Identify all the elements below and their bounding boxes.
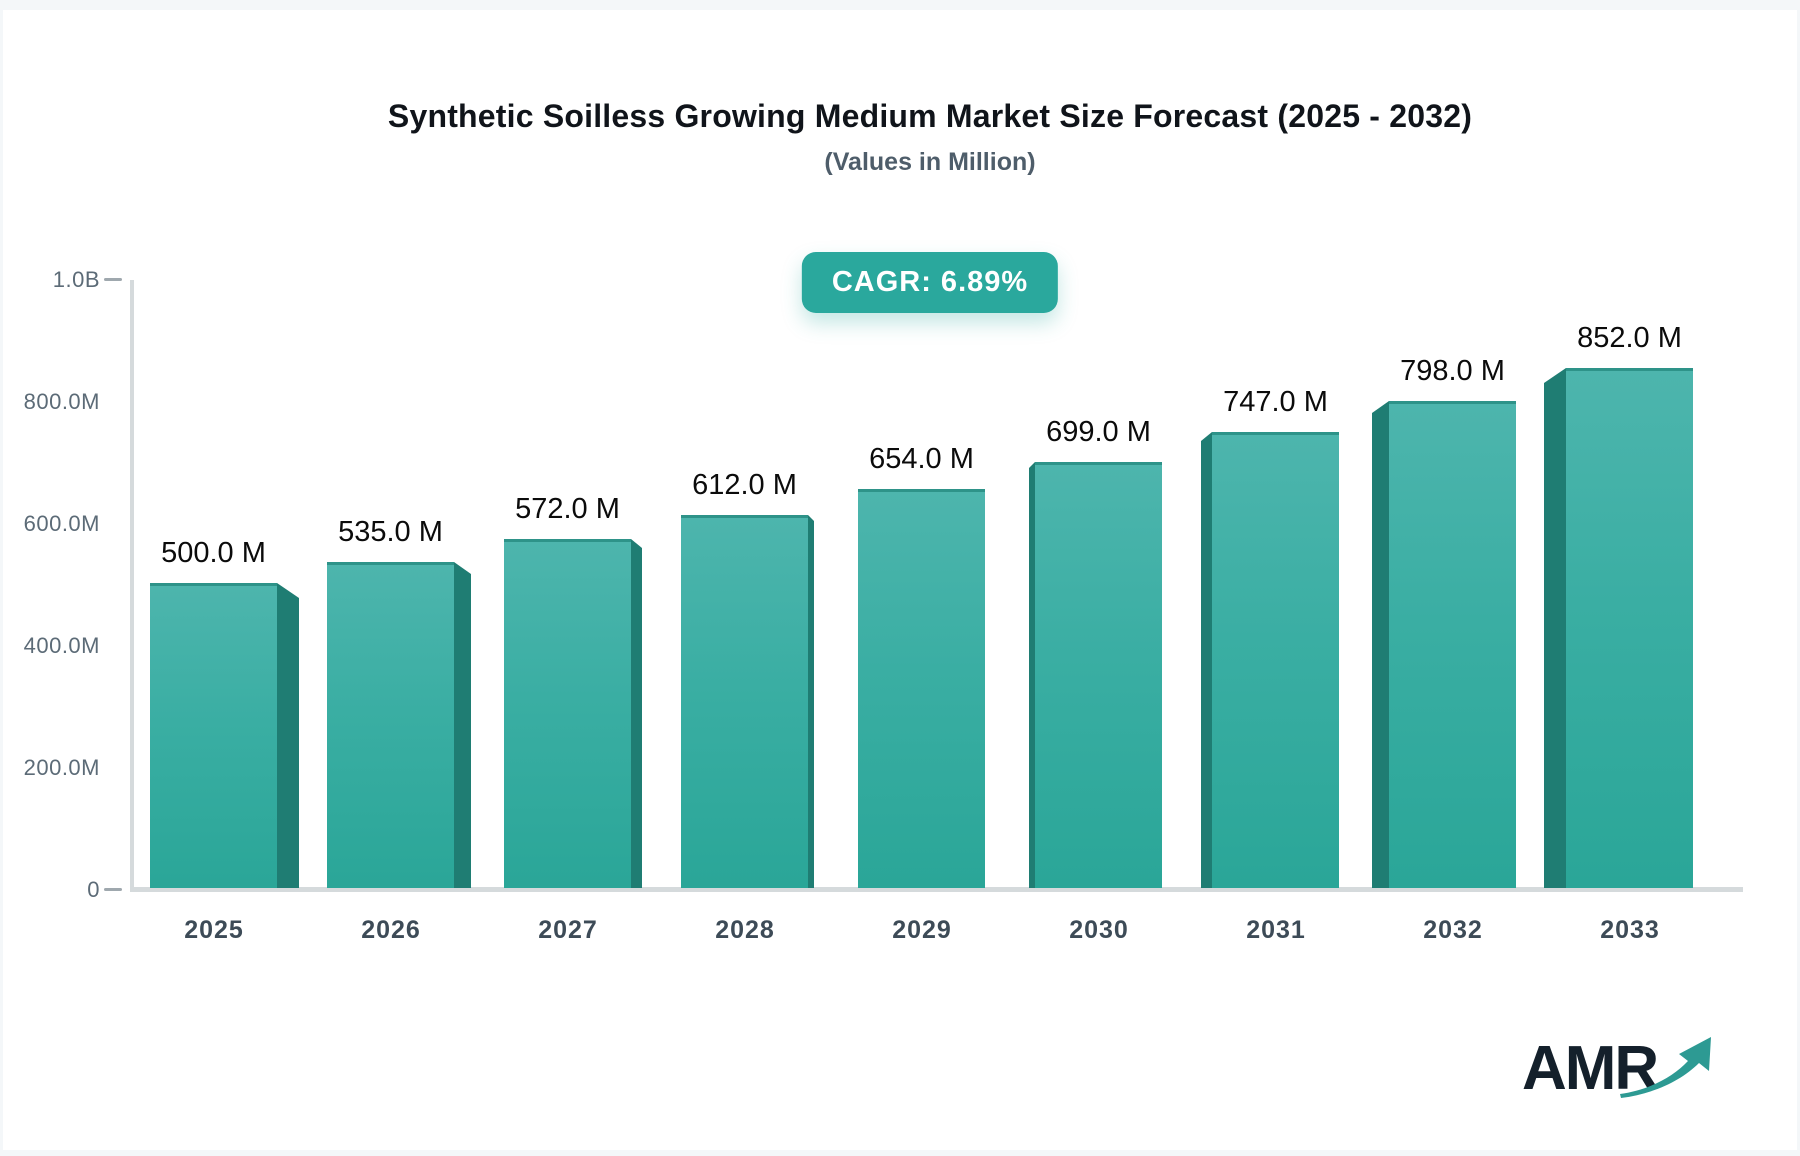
bar-2032 — [1389, 401, 1516, 888]
chart-subtitle: (Values in Million) — [824, 148, 1036, 176]
bar-value-label-2031: 747.0 M — [1223, 386, 1328, 418]
x-axis-label-2031: 2031 — [1246, 916, 1306, 944]
y-axis-label-5: 0 — [87, 877, 100, 902]
x-axis-label-2026: 2026 — [361, 916, 421, 944]
growth-arrow-icon — [1620, 1037, 1711, 1098]
bar-2031 — [1212, 432, 1339, 888]
bar-value-label-2030: 699.0 M — [1046, 416, 1151, 448]
x-axis-label-2033: 2033 — [1600, 916, 1660, 944]
bar-3d-side-2025 — [277, 583, 299, 888]
y-axis-tick-0 — [104, 278, 122, 281]
bar-3d-side-2031 — [1201, 432, 1212, 888]
bar-2026 — [327, 562, 454, 888]
chart-title: Synthetic Soilless Growing Medium Market… — [387, 98, 1473, 134]
bar-3d-side-2032 — [1372, 401, 1389, 888]
cagr-badge: CAGR: 6.89% — [801, 252, 1059, 313]
bar-value-label-2025: 500.0 M — [161, 537, 266, 569]
amr-logo-text: AMR — [1522, 1034, 1659, 1103]
bar-2029 — [858, 489, 985, 888]
y-axis-label-0: 1.0B — [52, 267, 100, 292]
bar-value-label-2028: 612.0 M — [692, 469, 797, 501]
x-axis-label-2025: 2025 — [184, 916, 244, 944]
bar-value-label-2032: 798.0 M — [1400, 355, 1505, 387]
bar-3d-side-2030 — [1029, 462, 1035, 888]
y-axis-tick-5 — [104, 888, 122, 891]
bar-value-label-2027: 572.0 M — [515, 493, 620, 525]
x-axis-label-2030: 2030 — [1069, 916, 1129, 944]
bar-3d-side-2026 — [454, 562, 471, 888]
amr-logo: AMR — [1522, 1036, 1722, 1112]
bar-3d-side-2028 — [808, 515, 814, 888]
x-axis-baseline — [130, 887, 1743, 892]
bar-value-label-2029: 654.0 M — [869, 443, 974, 475]
y-axis-label-4: 200.0M — [23, 755, 100, 780]
bar-2033 — [1566, 368, 1693, 888]
bar-2030 — [1035, 462, 1162, 888]
bar-value-label-2026: 535.0 M — [338, 516, 443, 548]
bar-3d-side-2033 — [1544, 368, 1566, 888]
bar-2025 — [150, 583, 277, 888]
x-axis-label-2027: 2027 — [538, 916, 598, 944]
bar-2028 — [681, 515, 808, 888]
bar-2027 — [504, 539, 631, 888]
y-axis-label-2: 600.0M — [23, 511, 100, 536]
bar-3d-side-2027 — [631, 539, 642, 888]
y-axis-label-1: 800.0M — [23, 389, 100, 414]
x-axis-label-2028: 2028 — [715, 916, 775, 944]
x-axis-label-2032: 2032 — [1423, 916, 1483, 944]
y-axis-line — [130, 280, 134, 891]
bar-value-label-2033: 852.0 M — [1577, 322, 1682, 354]
y-axis-label-3: 400.0M — [23, 633, 100, 658]
x-axis-label-2029: 2029 — [892, 916, 952, 944]
